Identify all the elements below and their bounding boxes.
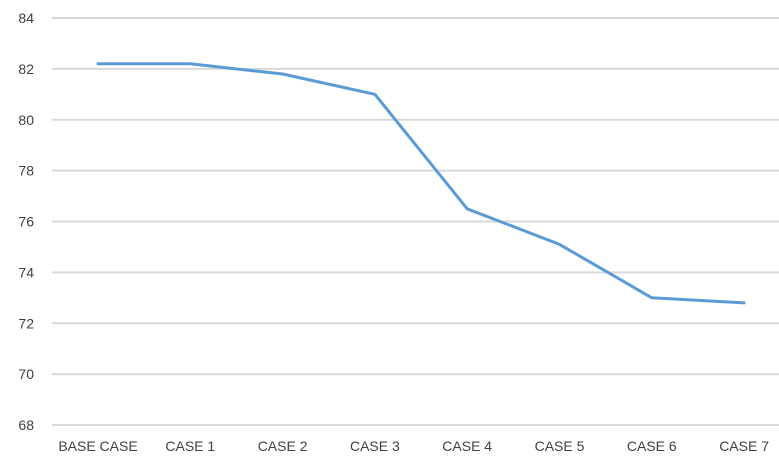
x-axis: BASE CASE CASE 1 CASE 2 CASE 3 CASE 4 CASE 5 C… bbox=[58, 438, 769, 454]
x-tick-label: BASE CASE bbox=[58, 438, 137, 454]
x-tick-label: CASE 7 bbox=[719, 438, 769, 454]
series-line bbox=[96, 62, 746, 305]
y-tick-label: 82 bbox=[18, 61, 34, 77]
y-tick-label: 78 bbox=[18, 163, 34, 179]
x-tick-label: CASE 5 bbox=[535, 438, 585, 454]
y-tick-label: 70 bbox=[18, 366, 34, 382]
y-tick-label: 68 bbox=[18, 417, 34, 433]
x-tick-label: CASE 1 bbox=[165, 438, 215, 454]
y-axis: 68 70 72 74 76 78 80 82 84 bbox=[18, 10, 34, 433]
y-tick-label: 84 bbox=[18, 10, 34, 26]
x-tick-label: CASE 2 bbox=[258, 438, 308, 454]
y-tick-label: 76 bbox=[18, 214, 34, 230]
x-tick-label: CASE 3 bbox=[350, 438, 400, 454]
y-tick-label: 72 bbox=[18, 315, 34, 331]
series-group bbox=[96, 62, 746, 305]
y-tick-label: 74 bbox=[18, 264, 34, 280]
gridlines bbox=[52, 17, 779, 426]
y-tick-label: 80 bbox=[18, 112, 34, 128]
x-tick-label: CASE 4 bbox=[442, 438, 492, 454]
x-tick-label: CASE 6 bbox=[627, 438, 677, 454]
